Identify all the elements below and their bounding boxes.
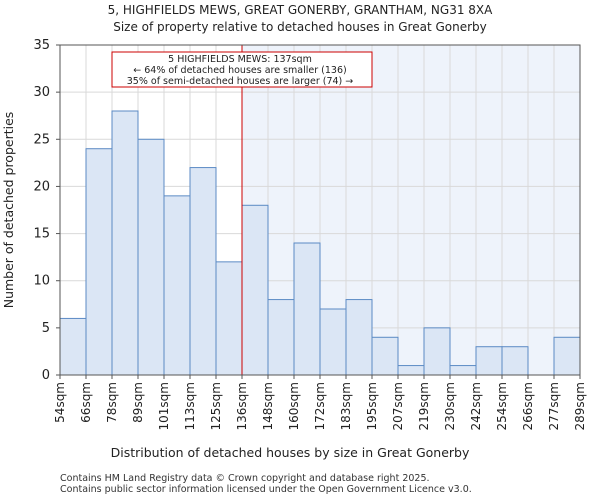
chart-subtitle: Size of property relative to detached ho… bbox=[113, 20, 487, 34]
footer-licence: Contains public sector information licen… bbox=[60, 484, 472, 495]
bar bbox=[215, 261, 243, 376]
y-tick-label: 20 bbox=[33, 179, 50, 194]
annotation-smaller: ← 64% of detached houses are smaller (13… bbox=[133, 65, 346, 76]
x-tick-label: 242sqm bbox=[469, 382, 483, 430]
bar bbox=[241, 204, 269, 376]
x-tick-label: 254sqm bbox=[495, 382, 509, 430]
x-tick-label: 219sqm bbox=[417, 382, 431, 430]
x-tick-label: 207sqm bbox=[391, 382, 405, 430]
x-tick-label: 136sqm bbox=[235, 382, 249, 430]
x-tick-label: 183sqm bbox=[339, 382, 353, 430]
bar bbox=[397, 365, 425, 376]
x-tick-label: 148sqm bbox=[261, 382, 275, 430]
x-tick-label: 266sqm bbox=[521, 382, 535, 430]
bar bbox=[501, 346, 529, 376]
x-tick-label: 101sqm bbox=[157, 382, 171, 430]
bar bbox=[111, 110, 139, 376]
y-tick-label: 25 bbox=[33, 132, 50, 147]
annotation-box bbox=[111, 51, 373, 88]
bar bbox=[319, 308, 347, 376]
bar bbox=[85, 148, 113, 376]
bar bbox=[475, 346, 503, 376]
x-tick-label: 195sqm bbox=[365, 382, 379, 430]
x-tick-label: 66sqm bbox=[79, 382, 93, 423]
x-tick-label: 113sqm bbox=[183, 382, 197, 430]
footer-copyright: Contains HM Land Registry data © Crown c… bbox=[60, 473, 430, 484]
x-tick-label: 125sqm bbox=[209, 382, 223, 430]
x-tick-label: 172sqm bbox=[313, 382, 327, 430]
y-tick-label: 5 bbox=[42, 321, 50, 336]
x-tick-label: 277sqm bbox=[547, 382, 561, 430]
x-tick-label: 160sqm bbox=[287, 382, 301, 430]
bar bbox=[189, 167, 217, 376]
x-tick-label: 289sqm bbox=[573, 382, 587, 430]
bar bbox=[553, 336, 581, 376]
bar bbox=[59, 317, 87, 376]
bar bbox=[293, 242, 321, 376]
bar bbox=[163, 195, 191, 376]
y-tick-label: 30 bbox=[33, 85, 50, 100]
chart-title: 5, HIGHFIELDS MEWS, GREAT GONERBY, GRANT… bbox=[107, 3, 493, 17]
x-tick-label: 230sqm bbox=[443, 382, 457, 430]
bar bbox=[345, 299, 373, 376]
y-tick-label: 0 bbox=[42, 368, 50, 383]
annotation-title: 5 HIGHFIELDS MEWS: 137sqm bbox=[168, 54, 312, 65]
x-axis-label: Distribution of detached houses by size … bbox=[111, 445, 470, 460]
bar bbox=[423, 327, 451, 376]
x-tick-label: 78sqm bbox=[105, 382, 119, 423]
bar bbox=[137, 138, 165, 376]
y-axis-label: Number of detached properties bbox=[1, 112, 16, 309]
y-tick-label: 10 bbox=[33, 274, 50, 289]
x-tick-label: 54sqm bbox=[53, 382, 67, 423]
bar bbox=[449, 365, 477, 376]
annotation-larger: 35% of semi-detached houses are larger (… bbox=[127, 76, 354, 87]
bar bbox=[267, 299, 295, 376]
y-tick-label: 15 bbox=[33, 227, 50, 242]
x-tick-label: 89sqm bbox=[131, 382, 145, 423]
y-tick-label: 35 bbox=[33, 38, 50, 53]
bar bbox=[371, 336, 399, 376]
